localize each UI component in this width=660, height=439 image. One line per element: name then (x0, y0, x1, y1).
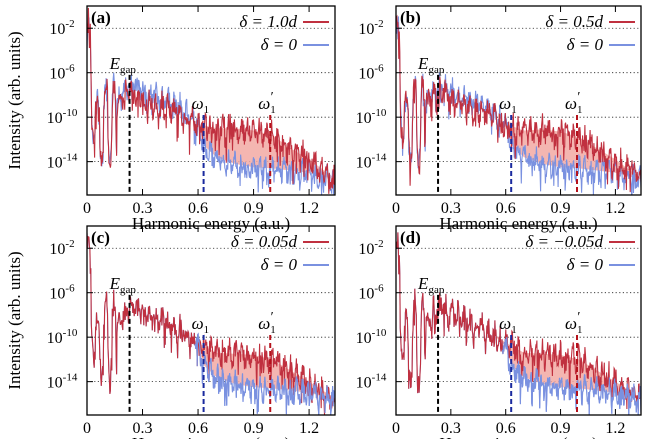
x-axis-label: Harmonic energy (a.u.) (439, 434, 597, 439)
y-tick-label: 10-14 (47, 372, 78, 392)
x-axis-label: Harmonic energy (a.u.) (132, 214, 290, 233)
series-line-delta-zero-tail (194, 332, 335, 415)
panel-b: Egap ω1 ω1′ 0 0.3 0.6 0.9 1.2 10-2 10-6 10-10 10-14… (356, 5, 642, 233)
x-tick-label: 0.6 (496, 420, 516, 437)
x-axis-label: Harmonic energy (a.u.) (439, 214, 597, 233)
x-axis-label: Harmonic energy (a.u.) (132, 434, 290, 439)
series-line-delta (87, 7, 335, 194)
y-tick-label: 10-10 (47, 327, 78, 347)
x-tick-label: 0 (392, 420, 400, 437)
plot-frame (86, 225, 336, 416)
y-tick-label: 10-10 (356, 107, 387, 127)
marker-label: Egap (109, 54, 137, 76)
marker-label: Egap (417, 274, 445, 296)
x-tick-label: 0.3 (133, 200, 153, 217)
legend-label: δ = 0.05d (231, 232, 298, 251)
series-line-delta-zero-tail (501, 337, 641, 415)
y-tick-label: 10-2 (49, 238, 74, 258)
panel-label: (a) (91, 8, 111, 27)
legend-label: δ = 0.5d (545, 12, 603, 31)
x-tick-label: 0 (83, 200, 91, 217)
series-line-delta (396, 232, 641, 412)
y-tick-label: 10-14 (356, 152, 387, 172)
panel-label: (b) (400, 8, 421, 27)
marker-label: ω1 (499, 94, 517, 116)
x-tick-label: 0.9 (244, 420, 264, 437)
y-tick-label: 10-6 (49, 63, 75, 83)
plot-frame (86, 5, 336, 196)
series-line-delta (87, 233, 335, 415)
legend: δ = 0.5d δ = 0 (545, 12, 635, 54)
y-tick-label: 10-14 (356, 372, 387, 392)
marker-label: ω1′ (258, 90, 276, 116)
x-tick-label: 0.9 (551, 420, 571, 437)
plot-frame (395, 225, 642, 416)
marker-label: ω1′ (565, 310, 583, 336)
x-tick-label: 0.6 (188, 200, 208, 217)
series-line-delta (396, 14, 641, 193)
x-tick-label: 0 (392, 200, 400, 217)
y-axis-label: Intensity (arb. units) (5, 31, 24, 169)
x-tick-label: 0.3 (133, 420, 153, 437)
legend-label: δ = 0 (261, 35, 298, 54)
y-axis-label: Intensity (arb. units) (5, 251, 24, 389)
x-tick-label: 1.2 (299, 420, 319, 437)
y-tick-label: 10-2 (358, 18, 383, 38)
marker-label: ω1′ (258, 310, 276, 336)
legend: δ = −0.05d δ = 0 (525, 232, 635, 274)
legend-label: δ = 0 (261, 255, 298, 274)
marker-label: ω1 (192, 314, 210, 336)
plot-area (396, 232, 641, 415)
panel-a: Egap ω1 ω1′ 0 0.3 0.6 0.9 1.2 10-2 10-6 10-10 10-14… (5, 5, 336, 233)
panel-c: Egap ω1 ω1′ 0 0.3 0.6 0.9 1.2 10-2 10-6 10-10 10-14… (5, 225, 336, 439)
marker-label: ω1′ (565, 90, 583, 116)
marker-label: Egap (417, 54, 445, 76)
y-tick-label: 10-14 (47, 152, 78, 172)
x-tick-label: 1.2 (605, 420, 625, 437)
x-tick-label: 0.3 (441, 420, 461, 437)
x-tick-label: 0.6 (496, 200, 516, 217)
legend: δ = 1.0d δ = 0 (239, 12, 329, 54)
y-tick-label: 10-6 (358, 283, 384, 303)
x-tick-label: 0.9 (551, 200, 571, 217)
y-tick-label: 10-10 (356, 327, 387, 347)
x-tick-label: 0 (83, 420, 91, 437)
plot-frame (395, 5, 642, 196)
y-tick-label: 10-10 (47, 107, 78, 127)
legend-label: δ = 0 (567, 255, 604, 274)
legend: δ = 0.05d δ = 0 (231, 232, 329, 274)
y-tick-label: 10-6 (49, 283, 75, 303)
panel-label: (c) (91, 228, 110, 247)
y-tick-label: 10-2 (49, 18, 74, 38)
x-tick-label: 1.2 (605, 200, 625, 217)
series-line-delta-zero (396, 16, 641, 195)
y-tick-label: 10-2 (358, 238, 383, 258)
x-tick-label: 1.2 (299, 200, 319, 217)
y-tick-label: 10-6 (358, 63, 384, 83)
panel-d: Egap ω1 ω1′ 0 0.3 0.6 0.9 1.2 10-2 10-6 10-10 10-14… (356, 225, 642, 439)
x-tick-label: 0.6 (188, 420, 208, 437)
plot-area (87, 7, 335, 195)
plot-area (396, 14, 641, 195)
legend-label: δ = 0 (567, 35, 604, 54)
legend-label: δ = 1.0d (239, 12, 297, 31)
panel-label: (d) (400, 228, 421, 247)
plot-area (87, 233, 335, 415)
x-tick-label: 0.9 (244, 200, 264, 217)
marker-label: Egap (109, 274, 137, 296)
marker-label: ω1 (499, 314, 517, 336)
marker-label: ω1 (192, 94, 210, 116)
legend-label: δ = −0.05d (525, 232, 603, 251)
x-tick-label: 0.3 (441, 200, 461, 217)
